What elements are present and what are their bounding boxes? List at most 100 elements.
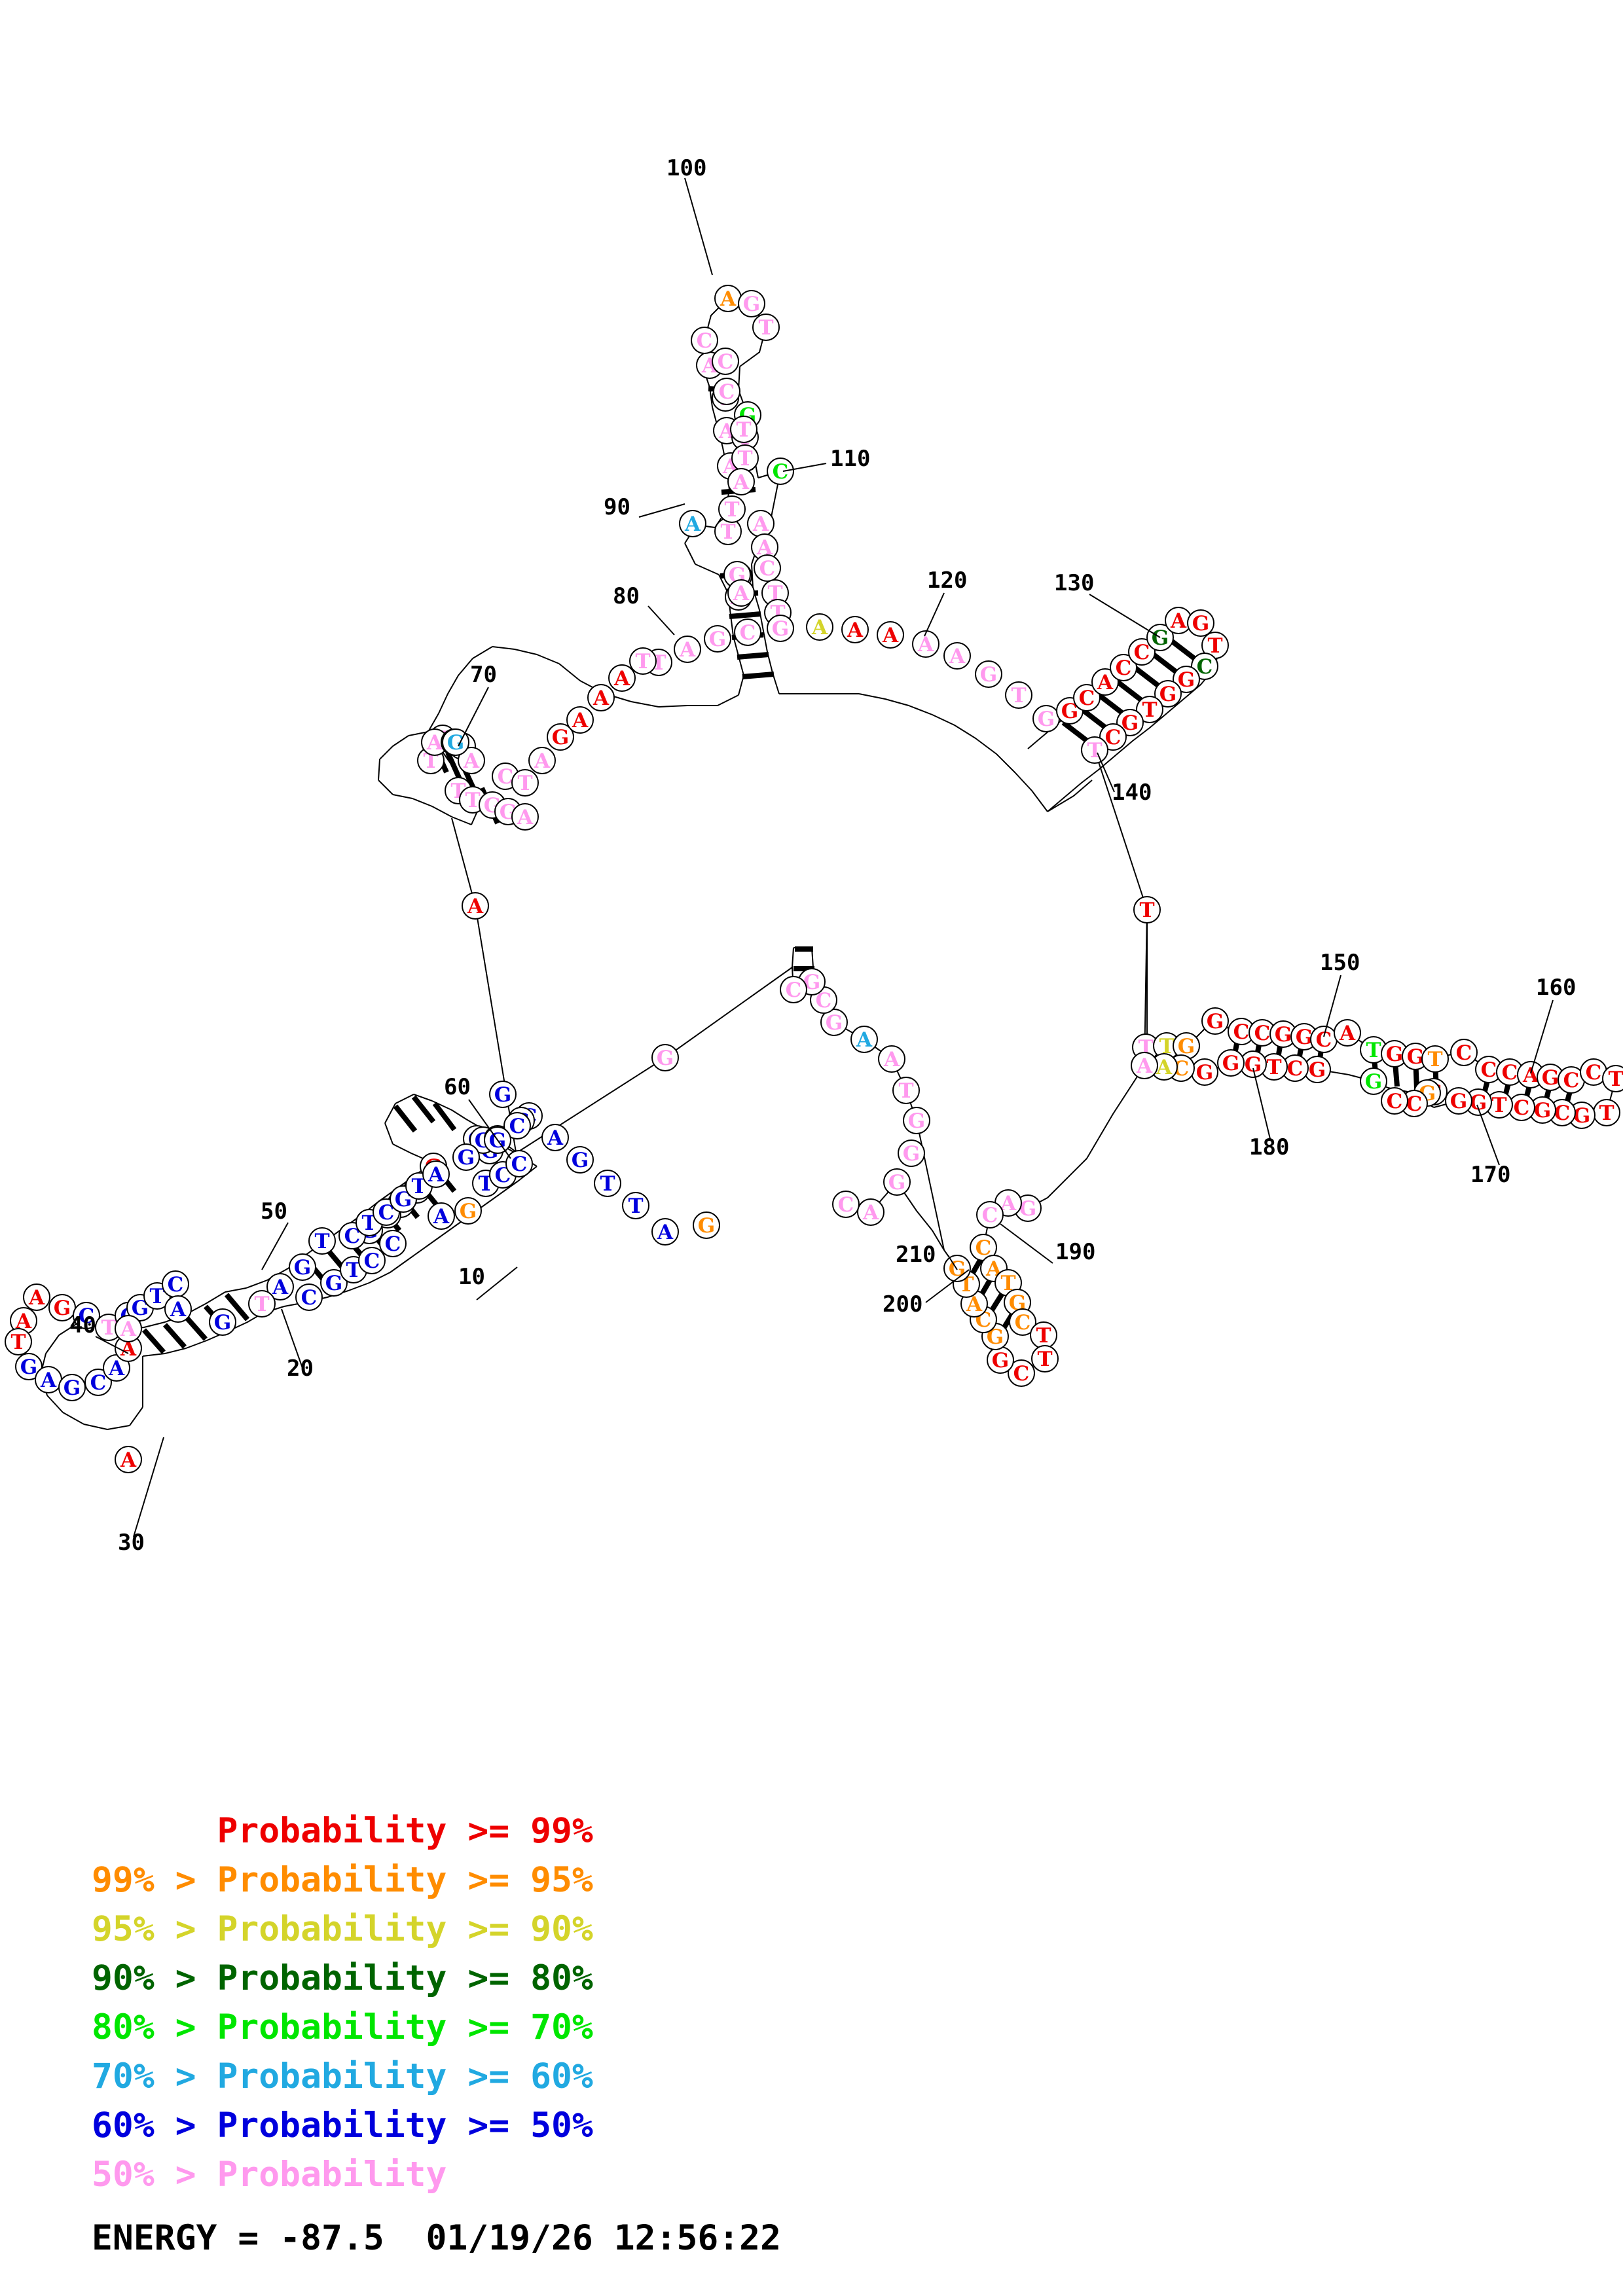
nucleotide-38: A — [164, 1295, 192, 1323]
nucleotide-135: G — [1173, 666, 1200, 693]
nucleotide-133: T — [1201, 632, 1229, 659]
nucleotide-4: T — [594, 1170, 621, 1197]
nucleotide-121: A — [943, 642, 971, 670]
nucleotide-28: C — [358, 1247, 386, 1274]
nucleotide-103: C — [712, 348, 739, 375]
base-letter: A — [547, 1126, 564, 1150]
base-letter: G — [1542, 1066, 1559, 1090]
base-letter: G — [1450, 1090, 1467, 1113]
nucleotide-207: G — [903, 1107, 930, 1134]
base-letter: G — [54, 1297, 71, 1320]
nucleotide-194: T — [1030, 1321, 1057, 1349]
nucleotide-99: C — [691, 327, 718, 354]
base-letter: C — [1233, 1020, 1250, 1044]
base-letter: A — [862, 1201, 879, 1225]
base-letter: G — [20, 1355, 37, 1379]
position-labels: 10 20 30 40 50 60 70 80 90 100 110 120 1… — [69, 155, 1576, 1556]
nucleotide-146: C — [1228, 1018, 1255, 1045]
nucleotide-164: T — [1593, 1099, 1620, 1126]
base-letter: A — [949, 645, 966, 668]
nucleotide-85: A — [674, 636, 701, 663]
base-letter: G — [214, 1311, 231, 1335]
base-letter: A — [426, 731, 443, 755]
base-letter: G — [1573, 1104, 1590, 1128]
base-letter: C — [1456, 1041, 1472, 1065]
nucleotide-49: A — [115, 1315, 142, 1342]
base-letter: A — [463, 749, 480, 773]
base-letter: C — [1481, 1058, 1497, 1082]
nucleotide-104: C — [713, 378, 740, 405]
base-letter: T — [517, 772, 532, 795]
nucleotide-70: G — [442, 728, 469, 756]
base-letter: C — [1013, 1362, 1030, 1386]
nucleotide-8: G — [489, 1081, 517, 1108]
nucleotide-43: G — [15, 1353, 43, 1380]
nucleotide-205: G — [883, 1168, 911, 1196]
nucleotide-202: G — [943, 1255, 971, 1282]
nucleotide-161: C — [1558, 1066, 1585, 1094]
base-letter: T — [736, 418, 751, 442]
nucleotide-132: G — [1187, 609, 1214, 637]
nucleotide-45: G — [58, 1374, 86, 1401]
base-letter: A — [534, 749, 551, 773]
base-letter: A — [517, 806, 534, 829]
nucleotide-50: G — [289, 1253, 316, 1281]
nucleotide-17: G — [452, 1143, 480, 1171]
nucleotide-10: A — [428, 1202, 455, 1230]
base-letter: A — [120, 1318, 137, 1341]
base-letter: A — [733, 582, 750, 605]
legend-row-50: 60% > Probability >= 50% — [0, 2101, 1623, 2150]
base-letter: G — [1196, 1061, 1213, 1085]
legend-text-50: 60% > Probability >= 50% — [92, 2106, 593, 2145]
rna-structure-plot: GATTGACGGAGTCCGGGGTGCGATCGTCCAGCTCGTCAGA… — [5, 155, 1623, 1556]
nucleotide-167: G — [1529, 1096, 1556, 1124]
base-letter: C — [838, 1193, 854, 1217]
nucleotide-128: C — [1110, 654, 1137, 681]
nucleotide-81: A — [566, 706, 594, 734]
base-letter: A — [593, 687, 610, 710]
base-letter: C — [364, 1249, 380, 1273]
probability-legend: Probability >= 99% 99% > Probability >= … — [0, 1806, 1623, 2263]
base-letter: A — [1097, 671, 1114, 694]
base-letter: G — [772, 617, 789, 641]
base-letter: T — [1142, 698, 1157, 722]
nucleotide-211: G — [820, 1009, 848, 1036]
nucleotide-157: C — [1475, 1056, 1503, 1083]
nucleotide-148: G — [1269, 1020, 1297, 1048]
base-letter: G — [1407, 1045, 1424, 1069]
base-letter: G — [458, 1146, 475, 1170]
nucleotide-181: G — [1217, 1049, 1245, 1077]
base-letter: A — [882, 624, 899, 647]
energy-text: ENERGY = -87.5 01/19/26 12:56:22 — [92, 2218, 781, 2258]
legend-row-90: 95% > Probability >= 90% — [0, 1905, 1623, 1954]
nucleotide-67: A — [421, 728, 448, 756]
position-label-180: 180 — [1249, 1134, 1289, 1160]
base-letter: T — [314, 1230, 329, 1253]
legend-row-80: 90% > Probability >= 80% — [0, 1954, 1623, 2003]
nucleotide-163: T — [1602, 1065, 1623, 1092]
nucleotide-11: G — [454, 1197, 482, 1225]
base-letter: A — [917, 633, 934, 656]
nucleotide-206: G — [898, 1139, 925, 1167]
nucleotide-162: C — [1580, 1058, 1607, 1086]
position-label-20: 20 — [287, 1355, 314, 1382]
base-letter: T — [1159, 1035, 1174, 1058]
base-letter: G — [1275, 1023, 1292, 1047]
base-letter: T — [1207, 634, 1222, 658]
base-letter: T — [346, 1259, 361, 1282]
nucleotide-152: T — [1360, 1036, 1387, 1064]
nucleotide-92: T — [718, 495, 746, 523]
base-letter: G — [294, 1256, 311, 1280]
nucleotide-37: C — [162, 1270, 189, 1298]
position-label-150: 150 — [1320, 950, 1360, 976]
nucleotide-3: T — [622, 1192, 649, 1219]
base-letter: T — [737, 447, 752, 471]
legend-text-70: 80% > Probability >= 70% — [92, 2007, 593, 2047]
base-letter: G — [460, 1200, 477, 1223]
base-letter: T — [1266, 1056, 1281, 1079]
base-letter: T — [720, 520, 735, 544]
legend-row-99: Probability >= 99% — [0, 1806, 1623, 1856]
position-label-140: 140 — [1112, 780, 1152, 806]
nucleotide-40: A — [23, 1283, 50, 1311]
nucleotide-176: G — [1360, 1067, 1387, 1095]
